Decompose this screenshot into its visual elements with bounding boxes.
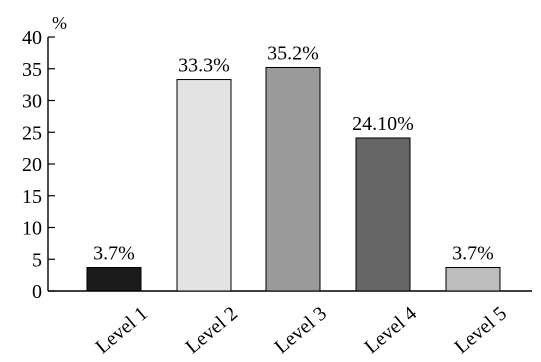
y-tick-label: 10: [22, 218, 42, 240]
bars: [86, 66, 501, 292]
y-tick-label: 30: [22, 91, 42, 113]
bar-level-5: [445, 267, 501, 292]
x-tick-label: Level 2: [181, 302, 242, 358]
data-label: 35.2%: [267, 42, 319, 64]
x-tick-label: Level 3: [270, 302, 331, 358]
data-label: 3.7%: [452, 243, 494, 265]
bar-level-1: [86, 267, 142, 292]
bar-level-3: [265, 66, 321, 292]
y-tick-label: 35: [22, 59, 42, 81]
y-tick-label: 25: [22, 122, 42, 144]
y-tick-label: 15: [22, 186, 42, 208]
bar-level-4: [355, 137, 411, 292]
y-tick-label: 40: [22, 27, 42, 49]
bar-level-2: [176, 79, 232, 292]
data-label: 33.3%: [178, 55, 230, 77]
data-label: 24.10%: [352, 113, 414, 135]
y-tick-label: 20: [22, 154, 42, 176]
x-tick-label: Level 1: [91, 302, 152, 358]
data-label: 3.7%: [93, 243, 135, 265]
x-tick-label: Level 5: [450, 302, 511, 358]
y-tick-label: 5: [32, 249, 42, 271]
x-tick-label: Level 4: [360, 302, 421, 358]
y-tick-label: 0: [32, 281, 42, 303]
y-axis-unit-label: %: [52, 13, 67, 33]
